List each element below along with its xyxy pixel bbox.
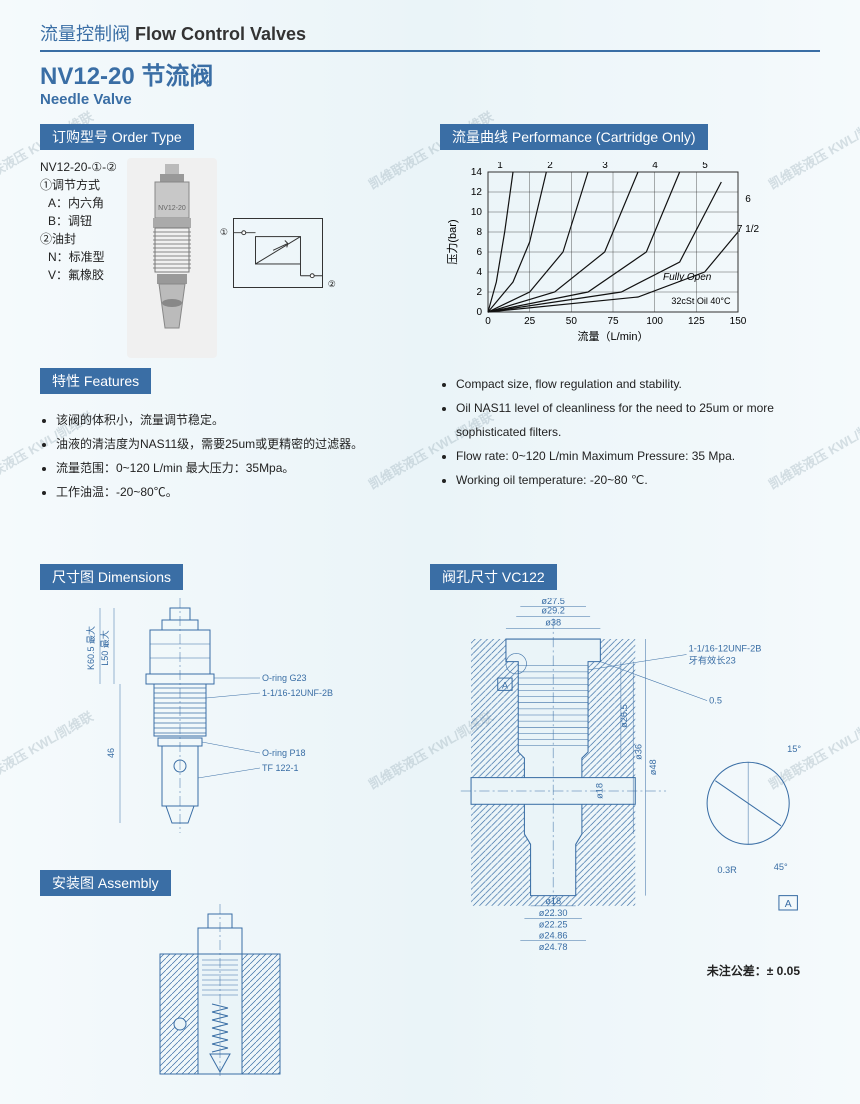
svg-text:7 1/2: 7 1/2 xyxy=(737,224,760,235)
svg-text:14: 14 xyxy=(471,167,483,178)
svg-text:牙有效长23: 牙有效长23 xyxy=(689,655,736,666)
svg-text:12: 12 xyxy=(471,187,483,198)
hydraulic-schematic: ① ② xyxy=(233,218,323,288)
svg-text:ø22.30: ø22.30 xyxy=(539,908,568,918)
svg-text:6: 6 xyxy=(745,194,751,205)
order-line: ②油封 xyxy=(40,230,117,248)
cavity-label: 阀孔尺寸 VC122 xyxy=(430,564,557,590)
feature-item: 工作油温：-20~80℃。 xyxy=(56,480,400,504)
svg-text:ø24.86: ø24.86 xyxy=(539,931,568,941)
heading-cn: 流量控制阀 xyxy=(40,24,130,44)
svg-text:K60.5 最大: K60.5 最大 xyxy=(85,626,96,670)
heading-en: Flow Control Valves xyxy=(135,24,306,44)
svg-text:ø18: ø18 xyxy=(545,896,561,906)
page-heading: 流量控制阀 Flow Control Valves xyxy=(40,20,820,46)
svg-text:0: 0 xyxy=(485,316,491,327)
dimensions-drawing: K60.5 最大L50 最大 46 O-ring G23 1-1/16-12UNF-2… xyxy=(40,598,400,858)
performance-label: 流量曲线 Performance (Cartridge Only) xyxy=(440,124,708,150)
feature-item: Compact size, flow regulation and stabil… xyxy=(456,372,820,396)
svg-text:ø27.5: ø27.5 xyxy=(541,598,565,606)
svg-text:ø22.25: ø22.25 xyxy=(539,919,568,929)
assembly-label: 安装图 Assembly xyxy=(40,870,171,896)
valve-photo-svg: NV12-20 xyxy=(127,158,217,358)
svg-text:1-1/16-12UNF-2B: 1-1/16-12UNF-2B xyxy=(262,688,333,698)
svg-text:TF 122-1: TF 122-1 xyxy=(262,763,299,773)
model-title: NV12-20 节流阀 xyxy=(40,56,820,91)
svg-text:10: 10 xyxy=(471,207,483,218)
svg-text:8: 8 xyxy=(476,227,482,238)
svg-text:75: 75 xyxy=(607,316,619,327)
feature-item: Flow rate: 0~120 L/min Maximum Pressure:… xyxy=(456,444,820,468)
svg-text:流量（L/min）: 流量（L/min） xyxy=(578,329,649,343)
svg-text:0.5: 0.5 xyxy=(709,696,722,706)
svg-text:45°: 45° xyxy=(774,862,788,872)
features-list-en: Compact size, flow regulation and stabil… xyxy=(440,372,820,492)
product-photo: NV12-20 xyxy=(127,158,217,358)
svg-text:6: 6 xyxy=(476,247,482,258)
svg-text:A: A xyxy=(502,680,509,690)
svg-text:ø38: ø38 xyxy=(545,618,561,628)
svg-text:46: 46 xyxy=(106,748,116,758)
svg-text:0.3R: 0.3R xyxy=(717,865,737,875)
schematic-port-2: ② xyxy=(328,279,336,290)
svg-text:0: 0 xyxy=(476,307,482,318)
feature-item: Working oil temperature: -20~80 ℃. xyxy=(456,468,820,492)
performance-chart: 0255075100125150024681012141234567 1/2Fu… xyxy=(440,162,760,352)
model-subtitle: Needle Valve xyxy=(40,91,820,108)
feature-item: 油液的清洁度为NAS11级，需要25um或更精密的过滤器。 xyxy=(56,432,400,456)
order-line: B：调钮 xyxy=(40,212,117,230)
cavity-svg: ø38 ø29.2ø27.5 1-1/16-12UNF-2B 牙有效长23 A 0.5 ø4… xyxy=(430,598,820,967)
features-list-cn: 该阀的体积小，流量调节稳定。 油液的清洁度为NAS11级，需要25um或更精密的… xyxy=(40,408,400,504)
svg-text:3: 3 xyxy=(602,162,608,171)
assembly-svg xyxy=(40,904,400,1084)
feature-item: 该阀的体积小，流量调节稳定。 xyxy=(56,408,400,432)
svg-text:ø48: ø48 xyxy=(648,759,658,775)
svg-text:2: 2 xyxy=(476,287,482,298)
svg-text:1: 1 xyxy=(497,162,503,171)
title-block: NV12-20 节流阀 Needle Valve xyxy=(40,50,820,108)
svg-text:O-ring P18: O-ring P18 xyxy=(262,748,306,758)
order-text: NV12-20-①-② ①调节方式 A：内六角 B：调钮 ②油封 N：标准型 V… xyxy=(40,158,117,284)
svg-text:5: 5 xyxy=(702,162,708,171)
order-line: A：内六角 xyxy=(40,194,117,212)
svg-text:100: 100 xyxy=(646,316,663,327)
product-label-text: NV12-20 xyxy=(158,205,186,212)
svg-text:150: 150 xyxy=(730,316,747,327)
order-line: NV12-20-①-② xyxy=(40,158,117,176)
order-line: ①调节方式 xyxy=(40,176,117,194)
svg-text:15°: 15° xyxy=(787,744,801,754)
order-type-box: NV12-20-①-② ①调节方式 A：内六角 B：调钮 ②油封 N：标准型 V… xyxy=(40,158,400,358)
svg-text:4: 4 xyxy=(476,267,482,278)
svg-text:ø29.2: ø29.2 xyxy=(541,605,565,615)
assembly-drawing xyxy=(40,904,400,1084)
features-label: 特性 Features xyxy=(40,368,151,394)
cavity-drawing: ø38 ø29.2ø27.5 1-1/16-12UNF-2B 牙有效长23 A 0.5 ø4… xyxy=(430,598,820,958)
svg-text:ø18: ø18 xyxy=(594,783,604,799)
svg-text:2: 2 xyxy=(547,162,553,171)
svg-text:4: 4 xyxy=(652,162,658,171)
feature-item: Oil NAS11 level of cleanliness for the n… xyxy=(456,396,820,444)
dimensions-label: 尺寸图 Dimensions xyxy=(40,564,183,590)
dimensions-svg: K60.5 最大L50 最大 46 O-ring G23 1-1/16-12UNF-2… xyxy=(40,598,400,858)
svg-text:Fully Open: Fully Open xyxy=(663,272,712,283)
performance-chart-svg: 0255075100125150024681012141234567 1/2Fu… xyxy=(440,162,760,352)
feature-item: 流量范围：0~120 L/min 最大压力：35Mpa。 xyxy=(56,456,400,480)
svg-text:ø36: ø36 xyxy=(633,744,643,760)
svg-text:1-1/16-12UNF-2B: 1-1/16-12UNF-2B xyxy=(689,643,762,653)
svg-text:A: A xyxy=(785,899,792,910)
schematic-port-1: ① xyxy=(220,227,228,238)
order-line: N：标准型 xyxy=(40,248,117,266)
svg-text:ø24.78: ø24.78 xyxy=(539,942,568,952)
svg-text:L50 最大: L50 最大 xyxy=(99,630,110,666)
svg-text:125: 125 xyxy=(688,316,705,327)
order-type-label: 订购型号 Order Type xyxy=(40,124,194,150)
svg-text:50: 50 xyxy=(566,316,578,327)
svg-text:O-ring G23: O-ring G23 xyxy=(262,673,307,683)
svg-text:32cSt Oil 40°C: 32cSt Oil 40°C xyxy=(671,296,731,306)
order-line: V：氟橡胶 xyxy=(40,266,117,284)
svg-text:ø26.5: ø26.5 xyxy=(619,704,629,728)
svg-text:压力(bar): 压力(bar) xyxy=(446,219,459,264)
svg-text:25: 25 xyxy=(524,316,536,327)
